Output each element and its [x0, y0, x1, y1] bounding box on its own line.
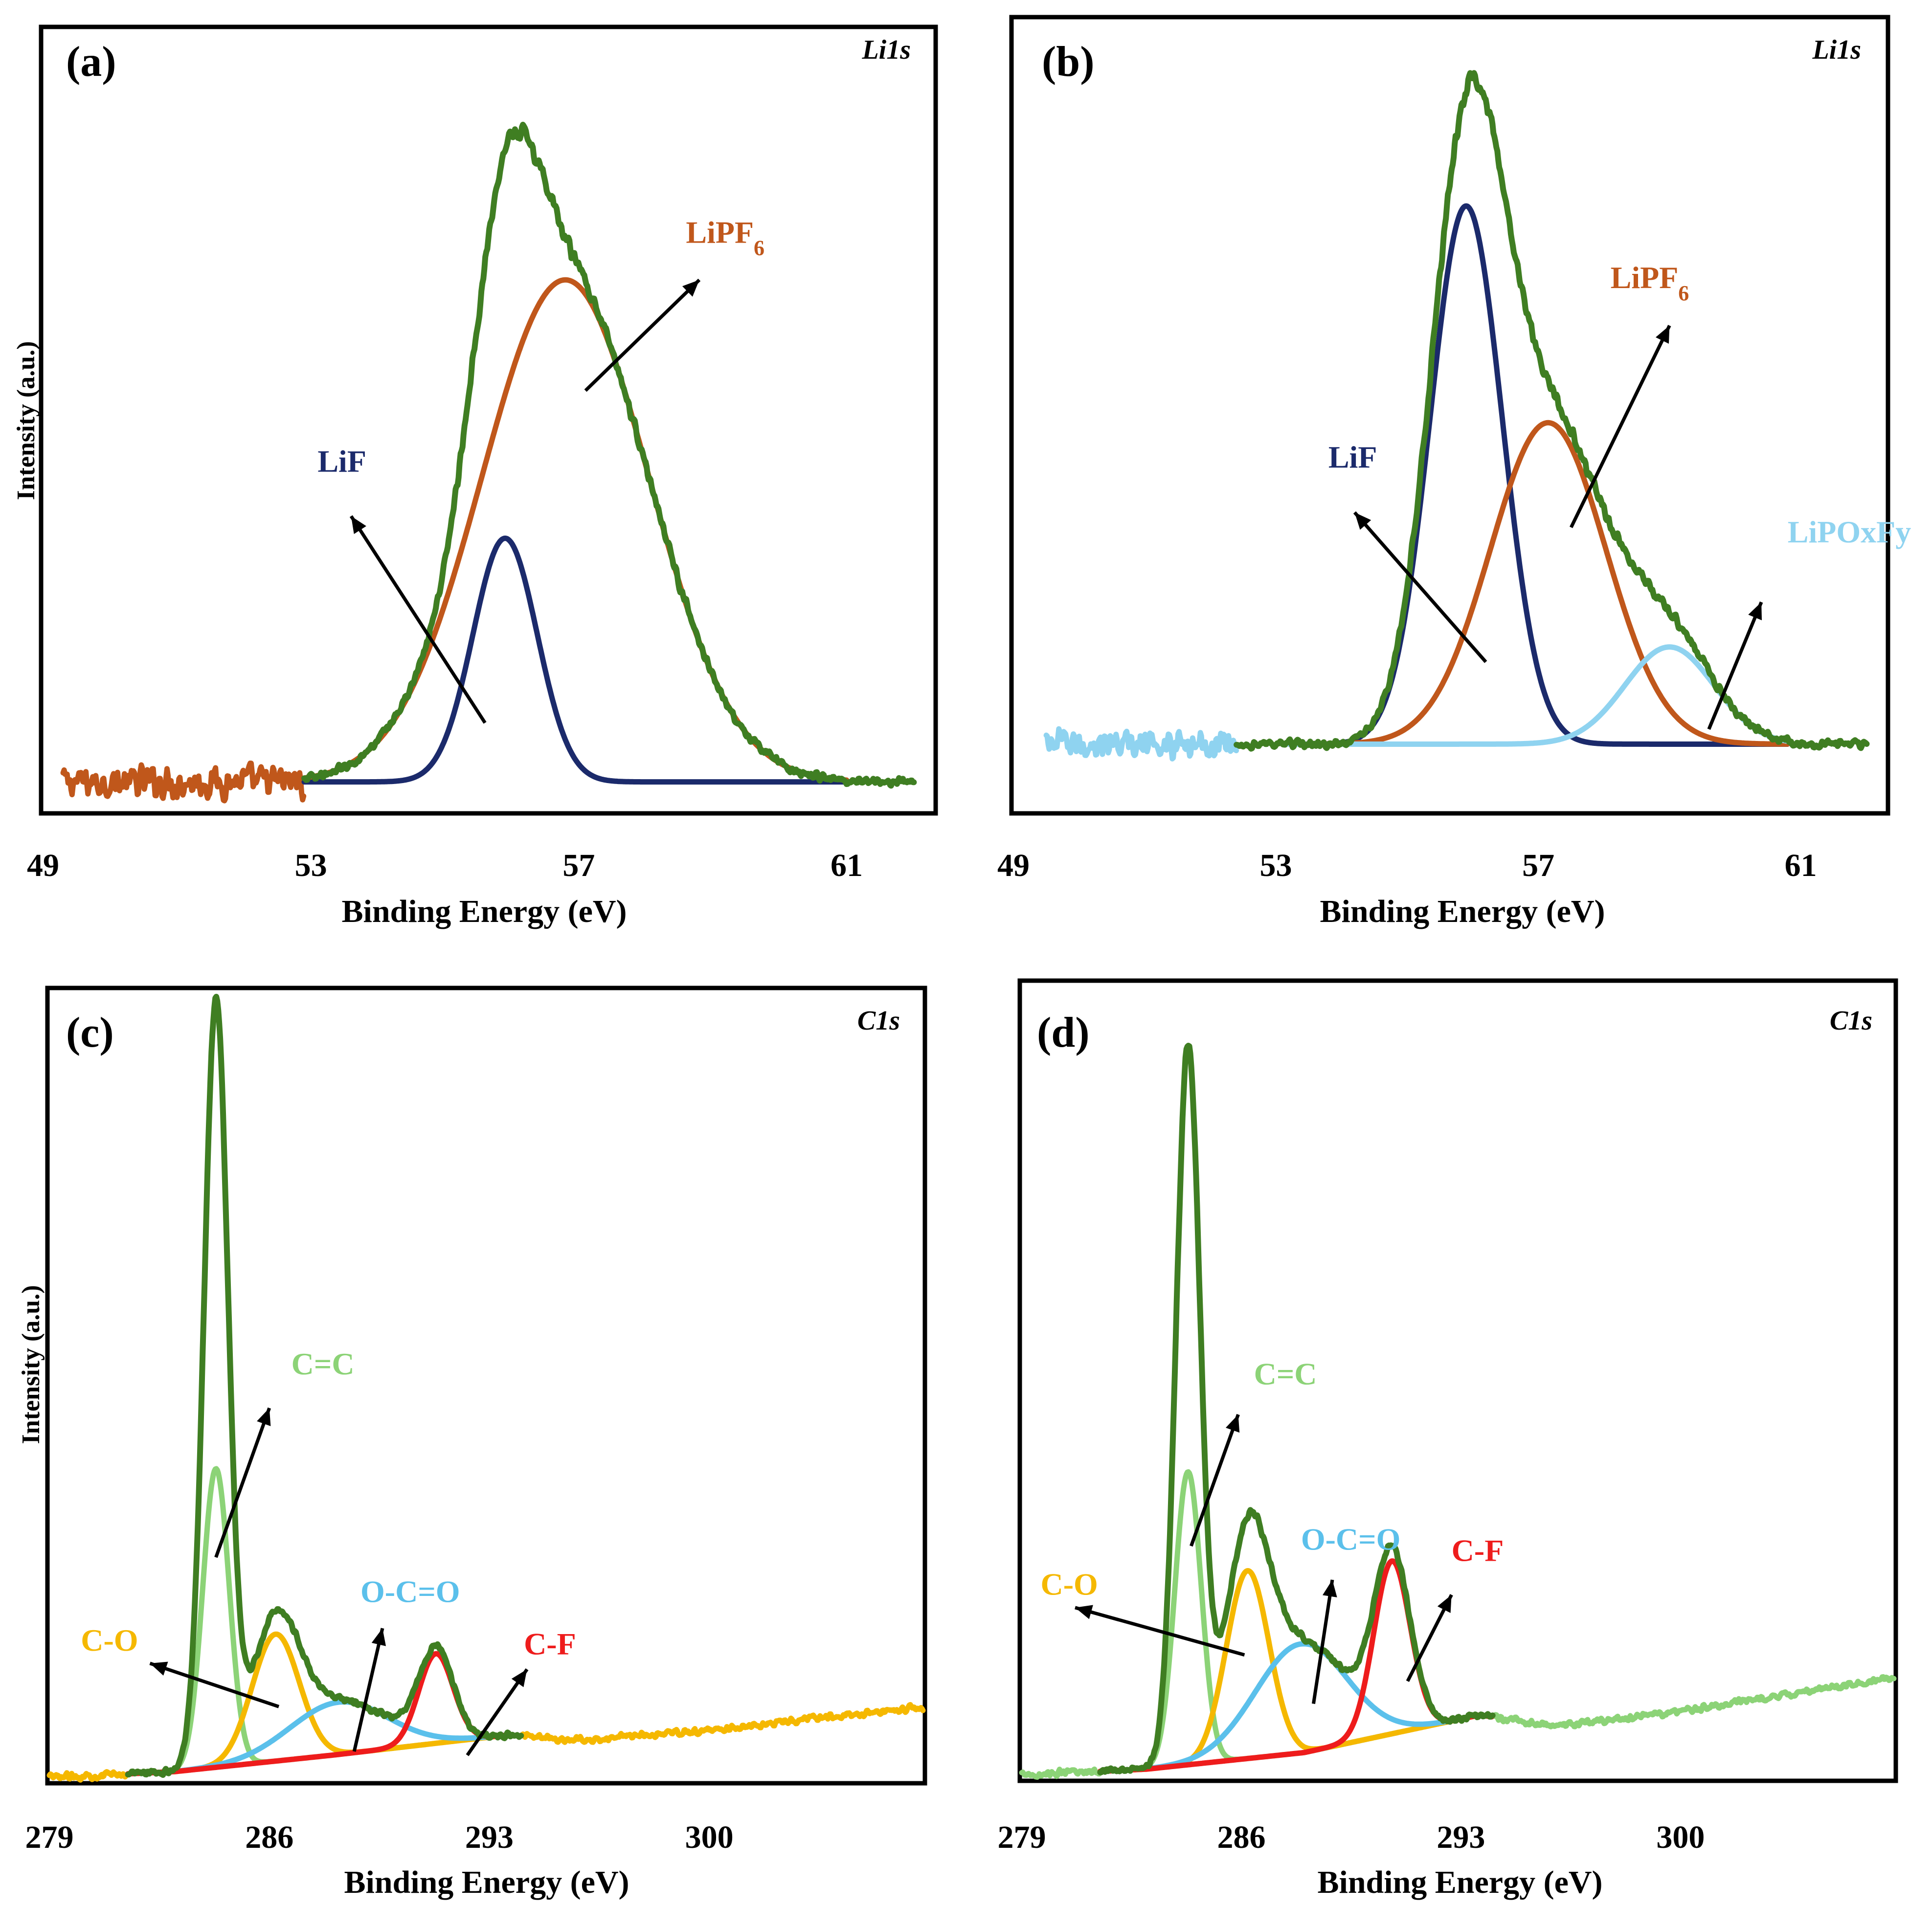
x-tick-label: 61	[831, 848, 863, 883]
y-axis-label: Intensity (a.u.)	[17, 1285, 45, 1444]
x-tick-label: 53	[1260, 848, 1292, 883]
panel-b: (b) Li1s Binding Energy (eV) 49 53 57 61 LiF…	[997, 15, 1911, 929]
annotation-arrow	[584, 278, 701, 392]
annotation-arrowhead	[351, 516, 366, 534]
fit-curve-lipf6	[1286, 420, 1790, 747]
annotation-arrowhead	[511, 1669, 527, 1687]
annotation-arrow	[214, 1407, 271, 1558]
annotation-arrowhead	[1323, 1580, 1337, 1597]
plot-frame	[1009, 15, 1890, 816]
panel-label: (d)	[1037, 1009, 1090, 1056]
fit-curve-lipoxfy	[1286, 644, 1790, 747]
annotation-arrow	[352, 1628, 384, 1752]
annotation-label: LiF	[317, 444, 366, 479]
annotation-arrow	[149, 1661, 280, 1708]
fit-curve-lif	[1286, 203, 1790, 747]
envelope-curve	[1234, 70, 1870, 752]
x-tick-label: 293	[1437, 1819, 1485, 1855]
panel-label: (a)	[66, 38, 116, 86]
x-tick-label: 49	[27, 848, 59, 883]
annotation-arrow	[1312, 1579, 1334, 1704]
core-level-label: Li1s	[1812, 35, 1861, 65]
plot-frame	[45, 986, 927, 1786]
background-trace	[1019, 1766, 1102, 1780]
x-tick-label: 53	[295, 848, 327, 883]
panel-a: (a) Li1s Intensity (a.u.) Binding Energy…	[12, 24, 938, 929]
annotation-arrowhead	[150, 1661, 168, 1676]
x-tick-label: 57	[562, 848, 595, 883]
envelope-curve	[301, 121, 917, 789]
envelope-curve	[125, 993, 524, 1778]
annotation-arrowhead	[257, 1408, 271, 1426]
annotation-label: C=C	[292, 1346, 355, 1381]
annotation-arrowhead	[1437, 1594, 1452, 1613]
x-tick-label: 286	[1217, 1819, 1265, 1855]
annotation-label: LiPOxFy	[1788, 515, 1911, 549]
annotation-arrowhead	[1075, 1605, 1093, 1619]
x-tick-label: 61	[1785, 848, 1817, 883]
annotation-label: C-O	[1040, 1567, 1098, 1602]
x-axis-label: Binding Energy (eV)	[344, 1864, 629, 1900]
annotation-label: C=C	[1254, 1357, 1317, 1391]
panel-label: (c)	[66, 1009, 114, 1056]
x-tick-label: 300	[685, 1819, 734, 1855]
annotation-label: LiPF6	[686, 215, 764, 260]
background-trace	[518, 1702, 926, 1745]
annotation-arrowhead	[1748, 602, 1762, 621]
plot-frame	[1017, 978, 1898, 1783]
annotation-arrowhead	[682, 280, 699, 297]
annotation-arrow	[349, 515, 487, 724]
annotation-label: LiF	[1328, 440, 1377, 474]
x-tick-label: 279	[998, 1819, 1046, 1855]
fit-curve-lif	[301, 536, 850, 785]
annotation-arrow	[1190, 1413, 1240, 1547]
annotation-label: LiPF6	[1611, 260, 1689, 305]
x-axis-label: Binding Energy (eV)	[341, 894, 627, 929]
x-axis-label: Binding Energy (eV)	[1320, 894, 1605, 929]
background-trace	[1490, 1674, 1897, 1729]
core-level-label: C1s	[1830, 1006, 1872, 1036]
annotation-arrow	[1075, 1606, 1245, 1657]
annotation-arrow	[1707, 601, 1763, 730]
background-trace	[60, 761, 307, 804]
annotation-label: C-O	[81, 1623, 138, 1658]
annotation-arrow	[1353, 511, 1487, 663]
x-tick-label: 279	[25, 1819, 74, 1855]
annotation-label: C-F	[524, 1627, 576, 1661]
annotation-label: O-C=O	[360, 1574, 460, 1609]
x-tick-label: 300	[1656, 1819, 1705, 1855]
x-tick-label: 293	[465, 1819, 514, 1855]
x-tick-label: 49	[997, 848, 1030, 883]
core-level-label: Li1s	[861, 35, 911, 65]
annotation-arrowhead	[1225, 1414, 1240, 1433]
x-tick-label: 57	[1522, 848, 1554, 883]
annotation-arrowhead	[371, 1628, 386, 1646]
x-tick-label: 286	[245, 1819, 293, 1855]
fit-curve-lipf6	[301, 277, 850, 783]
panel-d: (d) C1s Binding Energy (eV) 279 286 293 300…	[998, 978, 1898, 1900]
panel-label: (b)	[1042, 38, 1095, 86]
annotation-arrowhead	[1354, 512, 1371, 530]
x-axis-label: Binding Energy (eV)	[1317, 1864, 1602, 1900]
background-trace	[1043, 726, 1239, 762]
plot-frame	[39, 24, 938, 816]
envelope-curve	[1097, 1043, 1496, 1775]
annotation-label: C-F	[1452, 1533, 1504, 1568]
annotation-arrowhead	[1655, 325, 1670, 344]
y-axis-label: Intensity (a.u.)	[12, 341, 40, 500]
annotation-label: O-C=O	[1301, 1522, 1401, 1557]
panel-c: (c) C1s Intensity (a.u.) Binding Energy …	[17, 986, 927, 1900]
annotation-arrow	[1570, 325, 1671, 528]
core-level-label: C1s	[857, 1006, 900, 1036]
background-trace	[46, 1769, 130, 1783]
fit-curve-c-c	[125, 1466, 429, 1777]
annotation-arrow	[466, 1668, 529, 1756]
